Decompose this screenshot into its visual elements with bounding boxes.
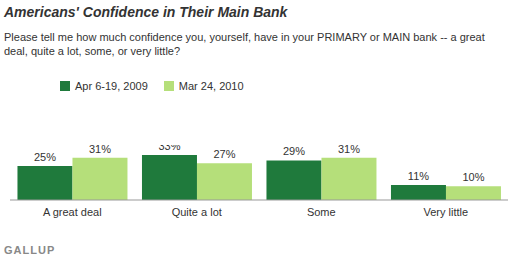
svg-text:31%: 31%	[338, 145, 360, 155]
svg-text:31%: 31%	[89, 145, 111, 155]
svg-text:25%: 25%	[34, 151, 56, 163]
svg-text:10%: 10%	[462, 171, 484, 183]
html-text:Mar 24, 2010: Mar 24, 2010	[178, 80, 244, 92]
html-text:Apr 6-19, 2009: Apr 6-19, 2009	[75, 80, 148, 92]
svg-text:A great deal: A great deal	[43, 206, 102, 218]
svg-text:Very little: Very little	[423, 206, 468, 218]
html-text:GALLUP: GALLUP	[4, 244, 56, 256]
html-text:Please tell me how much confid: Please tell me how much confidence you, …	[4, 31, 485, 57]
html-text:Americans' Confidence in Their: Americans' Confidence in Their Main Bank	[4, 4, 288, 20]
svg-text:11%: 11%	[408, 170, 429, 182]
svg-text:27%: 27%	[213, 148, 235, 160]
svg-text:Some: Some	[307, 206, 336, 218]
svg-text:Quite a lot: Quite a lot	[172, 206, 222, 218]
svg-text:29%: 29%	[283, 145, 305, 157]
svg-text:33%: 33%	[158, 145, 180, 152]
